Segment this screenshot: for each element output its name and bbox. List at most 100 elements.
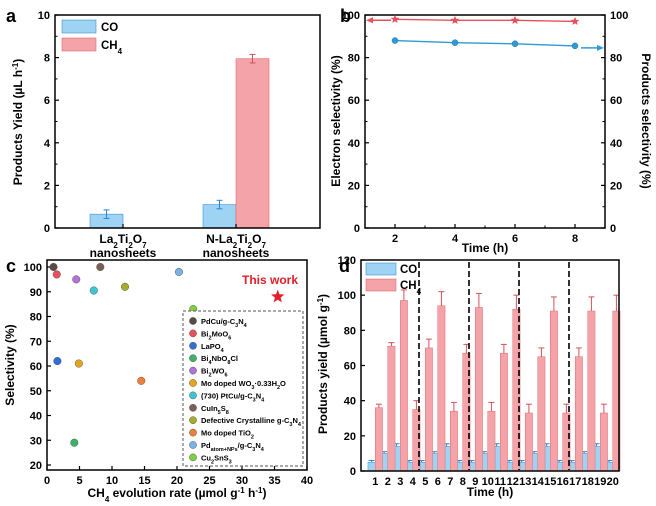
y-tick-label: 50 xyxy=(30,386,42,398)
panel-d-xlabel: Time (h) xyxy=(467,485,513,499)
label-part: Ti xyxy=(237,232,247,246)
legend-label-part: Cu xyxy=(201,453,211,462)
legend-marker-8 xyxy=(189,416,197,425)
data-point-star xyxy=(450,15,460,24)
legend-label-part: Bi xyxy=(201,367,209,376)
legend-marker-3 xyxy=(189,354,197,363)
scatter-point-10 xyxy=(174,267,183,276)
legend-label-part: MoO xyxy=(212,329,229,338)
legend-marker-5 xyxy=(189,379,197,387)
bar-ch-1 xyxy=(387,345,396,472)
legend-label-part: 4 xyxy=(261,397,265,403)
x-tick-label: 4 xyxy=(410,476,417,488)
bar-ch-17 xyxy=(587,310,596,472)
legend-label-part: 8 xyxy=(226,410,229,416)
legend-label-part: O xyxy=(280,379,286,388)
y-tick-label-right: 20 xyxy=(610,180,622,192)
x-tick-label: 6 xyxy=(435,476,441,488)
y-tick-label: 2 xyxy=(44,180,50,192)
scatter-point-1 xyxy=(52,270,61,279)
legend-label-1: Bi2MoO6 xyxy=(201,329,231,341)
x-tick-label: 0 xyxy=(44,475,50,487)
legend-label-ch: CH4 xyxy=(400,280,422,296)
legend-label-part: 3 xyxy=(253,397,256,403)
y-tick-label: 30 xyxy=(30,435,42,447)
legend-label-4: Bi2WO6 xyxy=(201,367,228,379)
y-tick-label-left: 40 xyxy=(348,138,360,150)
bar-ch-2 xyxy=(400,300,408,472)
data-point-circle xyxy=(391,37,399,44)
legend-label-part: 4 xyxy=(261,447,265,453)
legend-label-part: 2 xyxy=(211,459,214,465)
legend-label-part: NbO xyxy=(212,354,228,363)
y-tick-label-left: 0 xyxy=(354,223,360,235)
legend-label-part: 2 xyxy=(209,335,212,341)
legend-label-part: 3 xyxy=(229,459,232,465)
scatter-point-9 xyxy=(137,376,146,385)
legend-label-text: CO xyxy=(101,22,118,34)
legend-label-11: Cu2SnS3 xyxy=(201,453,232,465)
panel-c-ylabel: Selectivity (%) xyxy=(3,324,17,405)
legend-label-9: Mo doped TiO2 xyxy=(201,429,254,441)
series-line-1 xyxy=(394,39,576,47)
y-tick-label-left: 100 xyxy=(342,10,360,22)
scatter-point-2 xyxy=(53,357,62,366)
x-tick-label: 18 xyxy=(582,476,594,488)
legend-label-part: SnS xyxy=(214,453,229,462)
scatter-point-8 xyxy=(120,282,129,291)
panel-b-ylabel-right: Products selectivity (%) xyxy=(639,53,653,188)
legend-label-part: Mo doped WO xyxy=(201,379,252,388)
series-line-0 xyxy=(394,18,576,23)
bar-ch-1 xyxy=(235,58,270,229)
this-work-star xyxy=(271,289,285,303)
legend-swatch-ch xyxy=(61,37,97,52)
legend-label-part: Pd xyxy=(201,441,211,450)
x-tick-label: 17 xyxy=(569,476,581,488)
legend-label-part: 3 xyxy=(251,385,254,391)
panel-b-ylabel-left: Electron selectivity (%) xyxy=(329,55,343,186)
bar-ch-0 xyxy=(375,407,383,472)
legend-label-7: CuIn5S8 xyxy=(201,404,229,416)
legend-marker-0 xyxy=(189,317,197,325)
y-tick-label-right: 60 xyxy=(610,95,622,107)
panel-b-xlabel: Time (h) xyxy=(462,241,508,255)
x-tick-label: 13 xyxy=(519,476,531,488)
y-tick-label-right: 80 xyxy=(610,53,622,65)
legend-label-part: S xyxy=(221,404,226,413)
y-tick-label: 60 xyxy=(344,361,356,373)
x-tick-label: 15 xyxy=(138,475,150,487)
legend-marker-1 xyxy=(189,329,197,338)
legend-label-0: PdCu/g-C3N4 xyxy=(201,317,248,329)
y-tick-label: 4 xyxy=(44,138,51,150)
legend-marker-7 xyxy=(189,403,197,412)
this-work-annotation: This work xyxy=(242,273,298,287)
legend-label-part: Cl xyxy=(230,354,238,363)
legend-label-part: 4 xyxy=(244,323,248,329)
x-tick-label: 6 xyxy=(512,233,518,245)
panel-a-ylabel: Products Yield (µL h-1) xyxy=(11,59,26,186)
legend-label-10: Pdatom+NPs/g-C3N4 xyxy=(201,441,265,453)
label-sub: 2 xyxy=(128,241,133,250)
panel-c-xlabel: CH4 evolution rate (µmol g-1 h-1) xyxy=(88,486,267,504)
bar-ch-4 xyxy=(425,347,433,472)
x-tick-label: 9 xyxy=(472,476,478,488)
x-tick-label: 40 xyxy=(301,475,313,487)
x-tick-label: 15 xyxy=(544,476,556,488)
legend-label-part: 3 xyxy=(235,323,238,329)
x-tick-label: 11 xyxy=(494,476,506,488)
legend-label-8: Defective Crystalline g-C3N4 xyxy=(201,416,302,428)
bar-co-0 xyxy=(367,461,376,472)
bar-ch-12 xyxy=(525,412,533,472)
scatter-point-3 xyxy=(70,438,79,447)
x-tick-label: 20 xyxy=(607,476,619,488)
legend-label-sub: 4 xyxy=(417,287,422,296)
legend-label-part: 3 xyxy=(252,447,255,453)
legend-label-2: LaPO4 xyxy=(201,342,225,354)
scatter-point-0 xyxy=(49,263,58,272)
x-tick-label: 19 xyxy=(594,476,606,488)
y-tick-label: 8 xyxy=(44,53,50,65)
x-category-label-line2: nanosheets xyxy=(203,246,270,260)
x-tick-label: 5 xyxy=(422,476,428,488)
legend-label-part: 3 xyxy=(289,422,292,428)
